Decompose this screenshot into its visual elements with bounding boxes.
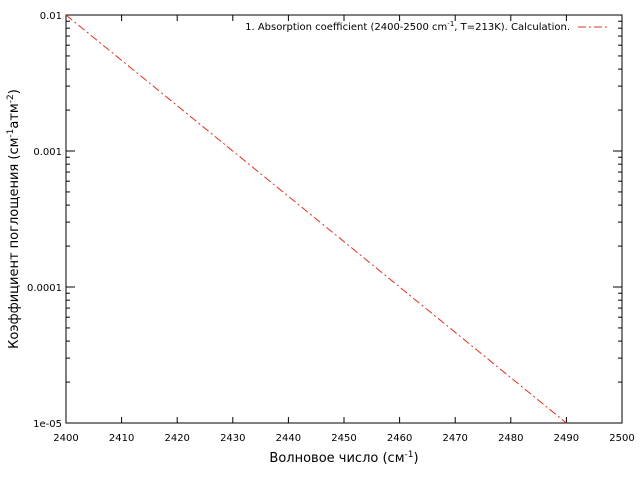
- y-axis-label: Коэффициент поглощения (см-1атм-2): [6, 89, 22, 349]
- x-axis-ticks: 2400 2410 2420 2430 2440 2450 2460 2470 2480 2490…: [53, 15, 635, 444]
- series-line: [65, 14, 567, 424]
- x-tick-label: 2440: [276, 433, 301, 444]
- y-axis-label-superscript-2: -2: [6, 94, 16, 103]
- y-axis-ticks: 1e-05 0.0001 0.001 0.01: [27, 11, 622, 430]
- x-tick-label: 2460: [387, 433, 412, 444]
- y-tick-label: 0.0001: [27, 283, 62, 294]
- x-axis-label-superscript: -1: [405, 450, 414, 460]
- y-tick-label: 0.01: [40, 11, 62, 22]
- x-tick-label: 2430: [220, 433, 245, 444]
- x-tick-label: 2420: [164, 433, 189, 444]
- x-tick-label: 2500: [609, 433, 634, 444]
- y-tick-label: 1e-05: [33, 419, 62, 430]
- x-tick-label: 2490: [554, 433, 579, 444]
- legend-entry-superscript: -1: [447, 20, 454, 28]
- y-tick-label: 0.001: [33, 147, 62, 158]
- y-axis-label-superscript-1: -1: [6, 129, 16, 138]
- x-tick-label: 2450: [331, 433, 356, 444]
- x-axis-label: Волновое число (см-1): [269, 450, 418, 466]
- legend-entry-label: 1. Absorption coefficient (2400-2500 cm-…: [245, 20, 570, 33]
- x-tick-label: 2400: [53, 433, 78, 444]
- x-tick-label: 2470: [442, 433, 467, 444]
- x-tick-label: 2410: [109, 433, 134, 444]
- series-layer: [65, 14, 567, 424]
- legend: 1. Absorption coefficient (2400-2500 cm-…: [245, 20, 608, 33]
- x-tick-label: 2480: [498, 433, 523, 444]
